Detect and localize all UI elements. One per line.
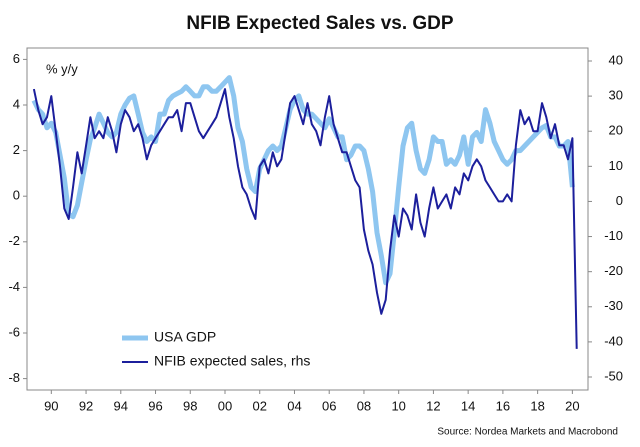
x-tick-label: 16 xyxy=(496,398,510,413)
y2-tick-label: -50 xyxy=(604,368,623,383)
y2-tick-label: 30 xyxy=(609,88,623,103)
plot-frame xyxy=(26,47,589,391)
series-line xyxy=(32,88,578,349)
y-tick-label: 0 xyxy=(13,188,20,203)
x-tick-label: 94 xyxy=(114,398,128,413)
y-tick-label: -4 xyxy=(8,279,20,294)
y2-tick-label: 10 xyxy=(609,158,623,173)
x-tick-label: 92 xyxy=(79,398,93,413)
x-tick-label: 98 xyxy=(183,398,197,413)
y-tick-label: -2 xyxy=(8,233,20,248)
legend-label: NFIB expected sales, rhs xyxy=(154,353,310,369)
x-tick-label: 00 xyxy=(218,398,232,413)
x-tick-label: 90 xyxy=(44,398,58,413)
series-line xyxy=(31,75,575,286)
source: Source: Nordea Markets and Macrobond xyxy=(437,427,618,438)
y2-tick-label: 40 xyxy=(609,52,623,67)
chart-title: NFIB Expected Sales vs. GDP xyxy=(186,13,453,34)
y-tick-label: -8 xyxy=(8,370,20,385)
y2-tick-label: -20 xyxy=(604,263,623,278)
y-tick-label: -6 xyxy=(8,324,20,339)
y2-tick-label: 20 xyxy=(609,123,623,138)
y2-tick-label: -40 xyxy=(604,333,623,348)
x-tick-label: 10 xyxy=(391,398,405,413)
x-tick-label: 12 xyxy=(426,398,440,413)
y2-tick-label: 0 xyxy=(616,193,623,208)
x-tick-label: 08 xyxy=(357,398,371,413)
y-tick-label: 4 xyxy=(13,96,20,111)
y-tick-label: 6 xyxy=(13,51,20,66)
x-tick-label: 96 xyxy=(148,398,162,413)
x-tick-label: 04 xyxy=(287,398,301,413)
y-axis-label: % y/y xyxy=(46,61,78,76)
x-tick-label: 14 xyxy=(461,398,475,413)
x-tick-label: 02 xyxy=(253,398,267,413)
y2-tick-label: -10 xyxy=(604,228,623,243)
legend-label: USA GDP xyxy=(154,329,216,345)
y-tick-label: 2 xyxy=(13,142,20,157)
y2-tick-label: -30 xyxy=(604,298,623,313)
x-tick-label: 06 xyxy=(322,398,336,413)
x-tick-label: 20 xyxy=(565,398,579,413)
x-tick-label: 18 xyxy=(530,398,544,413)
